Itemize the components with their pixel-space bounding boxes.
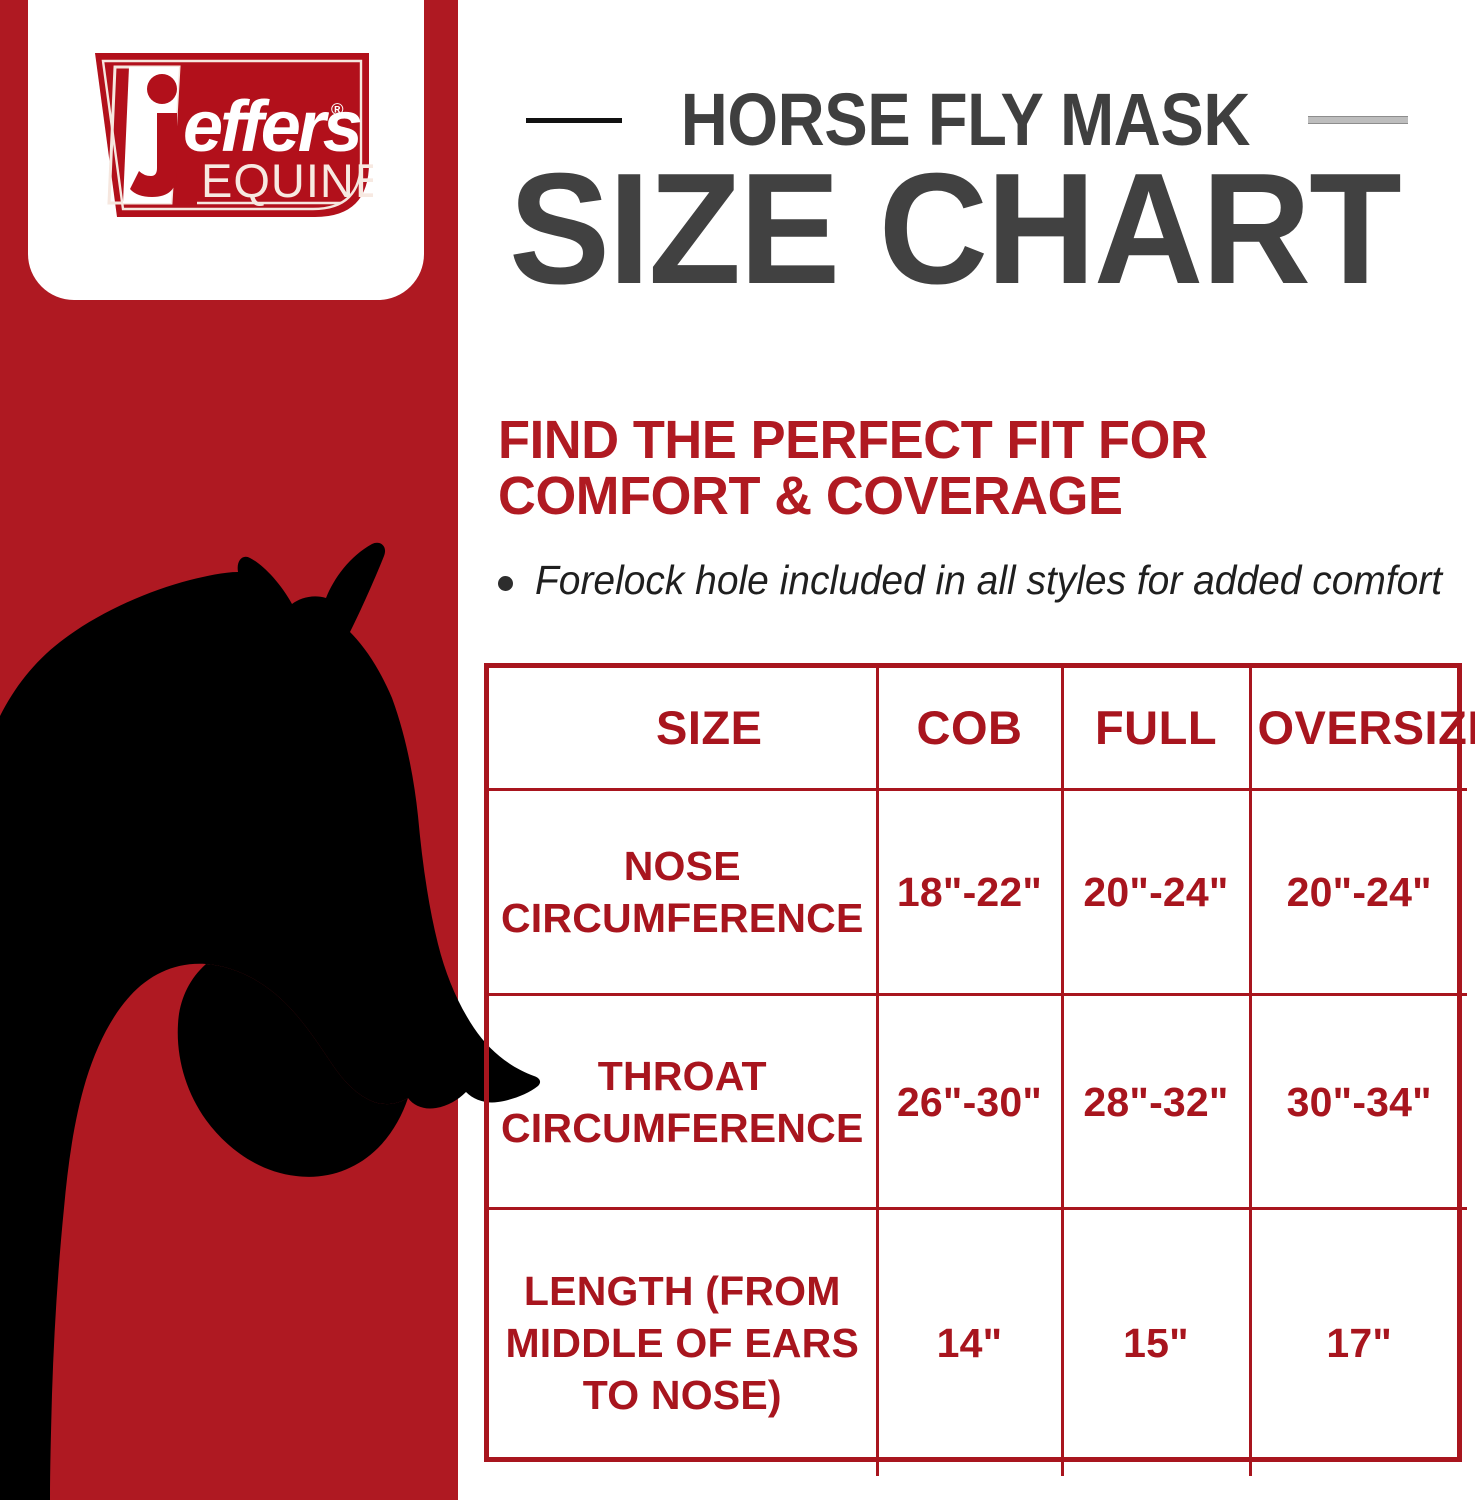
cell-nose-full: 20"-24" <box>1060 788 1252 996</box>
jeffers-equine-logo: effers ® EQUINE <box>83 45 373 225</box>
cell-length-cob: 14" <box>875 1207 1064 1476</box>
page-title: SIZE CHART <box>508 141 1402 317</box>
row-label-throat-circumference: THROAT CIRCUMFERENCE <box>489 993 879 1210</box>
kicker-row: HORSE FLY MASK <box>484 72 1450 168</box>
table-row: NOSE CIRCUMFERENCE 18"-22" 20"-24" 20"-2… <box>489 788 1467 996</box>
cell-throat-oversize: 30"-34" <box>1248 993 1467 1210</box>
column-header-full: FULL <box>1060 668 1252 791</box>
row-label-length: LENGTH (FROM MIDDLE OF EARS TO NOSE) <box>489 1207 879 1476</box>
bullet-dot-icon <box>498 576 513 591</box>
table-header-row: SIZE COB FULL OVERSIZE <box>489 668 1475 791</box>
svg-text:EQUINE: EQUINE <box>201 154 373 207</box>
rule-dash-right-icon <box>1308 116 1409 124</box>
table-row: LENGTH (FROM MIDDLE OF EARS TO NOSE) 14"… <box>489 1207 1467 1476</box>
size-chart-table: SIZE COB FULL OVERSIZE NOSE CIRCUMFERENC… <box>484 663 1475 1476</box>
column-header-size: SIZE <box>489 668 879 791</box>
cell-nose-cob: 18"-22" <box>875 788 1064 996</box>
svg-text:®: ® <box>331 100 344 119</box>
svg-text:effers: effers <box>183 87 361 167</box>
brand-panel: effers ® EQUINE <box>0 0 458 1500</box>
column-header-cob: COB <box>875 668 1064 791</box>
cell-throat-cob: 26"-30" <box>875 993 1064 1210</box>
logo-plate: effers ® EQUINE <box>28 0 424 300</box>
column-header-oversize: OVERSIZE <box>1248 668 1475 791</box>
cell-throat-full: 28"-32" <box>1060 993 1252 1210</box>
cell-length-oversize: 17" <box>1248 1207 1467 1476</box>
cell-nose-oversize: 20"-24" <box>1248 788 1467 996</box>
table-row: THROAT CIRCUMFERENCE 26"-30" 28"-32" 30"… <box>489 993 1467 1210</box>
subheadline: FIND THE PERFECT FIT FOR COMFORT & COVER… <box>498 410 1208 526</box>
row-label-nose-circumference: NOSE CIRCUMFERENCE <box>489 788 879 996</box>
bullet-text: Forelock hole included in all styles for… <box>535 557 1443 603</box>
rule-dash-left-icon <box>525 117 622 123</box>
cell-length-full: 15" <box>1060 1207 1252 1476</box>
bullet-item: Forelock hole included in all styles for… <box>498 556 1463 604</box>
page-kicker: HORSE FLY MASK <box>680 78 1250 161</box>
